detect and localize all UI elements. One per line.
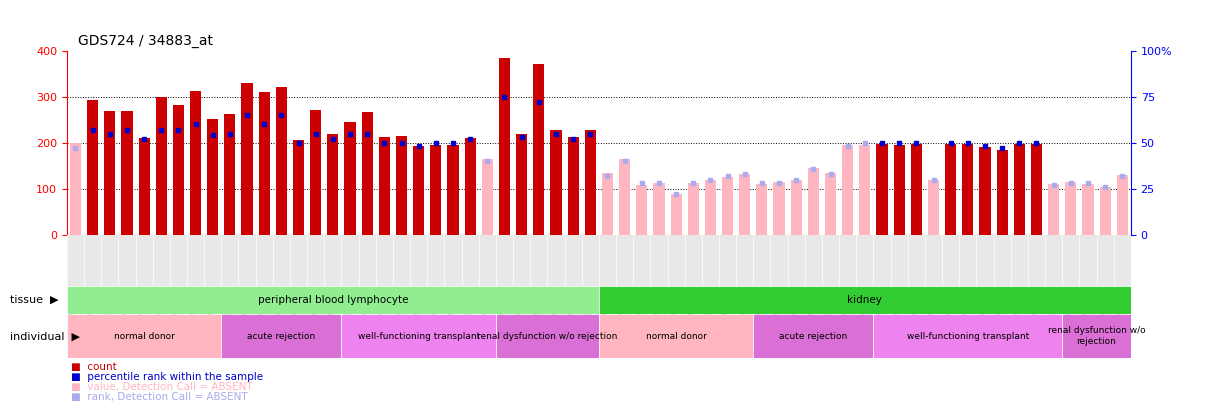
Bar	[69, 143, 81, 235]
Text: ■  value, Detection Call = ABSENT: ■ value, Detection Call = ABSENT	[71, 382, 252, 392]
Bar	[361, 112, 373, 235]
Bar	[824, 173, 837, 235]
Bar	[327, 134, 338, 235]
Bar	[259, 92, 270, 235]
Bar	[482, 159, 492, 235]
Bar	[342, 314, 496, 358]
Bar	[534, 64, 545, 235]
Bar	[516, 134, 528, 235]
Bar	[1116, 175, 1128, 235]
Bar	[911, 144, 922, 235]
Bar	[379, 137, 390, 235]
Text: normal donor: normal donor	[646, 332, 706, 341]
Text: ■  count: ■ count	[71, 362, 117, 371]
Text: renal dysfunction w/o
rejection: renal dysfunction w/o rejection	[1048, 326, 1145, 346]
Bar	[585, 130, 596, 235]
Bar	[465, 138, 475, 235]
Bar	[602, 173, 613, 235]
Text: acute rejection: acute rejection	[247, 332, 315, 341]
Bar	[224, 114, 236, 235]
Bar	[790, 180, 801, 235]
Text: ■  percentile rank within the sample: ■ percentile rank within the sample	[71, 372, 263, 382]
Text: acute rejection: acute rejection	[779, 332, 848, 341]
Bar	[156, 97, 167, 235]
Bar	[997, 150, 1008, 235]
Bar	[739, 174, 750, 235]
Bar	[190, 91, 201, 235]
Bar	[670, 194, 682, 235]
Text: GDS724 / 34883_at: GDS724 / 34883_at	[78, 34, 213, 48]
Bar	[860, 145, 871, 235]
Bar	[122, 111, 133, 235]
Bar	[1082, 184, 1093, 235]
Bar	[447, 145, 458, 235]
Bar	[598, 314, 754, 358]
Bar	[1014, 144, 1025, 235]
Bar	[496, 314, 598, 358]
Bar	[293, 140, 304, 235]
Bar	[396, 136, 407, 235]
Bar	[756, 184, 767, 235]
Bar	[430, 145, 441, 235]
Bar	[598, 286, 1131, 314]
Bar	[88, 100, 98, 235]
Bar	[636, 185, 647, 235]
Bar	[807, 168, 818, 235]
Bar	[173, 104, 184, 235]
Text: well-functioning transplant: well-functioning transplant	[358, 332, 480, 341]
Bar	[499, 58, 510, 235]
Bar	[688, 183, 699, 235]
Bar	[242, 83, 253, 235]
Bar	[754, 314, 873, 358]
Bar	[653, 183, 664, 235]
Bar	[344, 122, 355, 235]
Text: normal donor: normal donor	[113, 332, 175, 341]
Bar	[551, 130, 562, 235]
Text: ■  rank, Detection Call = ABSENT: ■ rank, Detection Call = ABSENT	[71, 392, 247, 402]
Text: tissue  ▶: tissue ▶	[10, 295, 58, 305]
Bar	[1063, 314, 1131, 358]
Bar	[722, 177, 733, 235]
Bar	[568, 137, 579, 235]
Bar	[962, 144, 974, 235]
Bar	[221, 314, 342, 358]
Text: peripheral blood lymphocyte: peripheral blood lymphocyte	[258, 295, 409, 305]
Bar	[1065, 182, 1076, 235]
Bar	[873, 314, 1063, 358]
Bar	[1031, 144, 1042, 235]
Bar	[67, 314, 221, 358]
Bar	[207, 119, 219, 235]
Bar	[843, 145, 854, 235]
Bar	[67, 286, 598, 314]
Bar	[1099, 187, 1110, 235]
Bar	[139, 138, 150, 235]
Bar	[979, 147, 991, 235]
Bar	[619, 159, 630, 235]
Bar	[928, 180, 939, 235]
Bar	[894, 145, 905, 235]
Text: renal dysfunction w/o rejection: renal dysfunction w/o rejection	[477, 332, 618, 341]
Text: well-functioning transplant: well-functioning transplant	[907, 332, 1029, 341]
Bar	[1048, 184, 1059, 235]
Bar	[877, 144, 888, 235]
Bar	[773, 182, 784, 235]
Bar	[413, 147, 424, 235]
Bar	[276, 87, 287, 235]
Bar	[105, 111, 116, 235]
Text: individual  ▶: individual ▶	[10, 331, 80, 341]
Bar	[705, 180, 716, 235]
Bar	[945, 144, 956, 235]
Text: kidney: kidney	[848, 295, 883, 305]
Bar	[310, 110, 321, 235]
